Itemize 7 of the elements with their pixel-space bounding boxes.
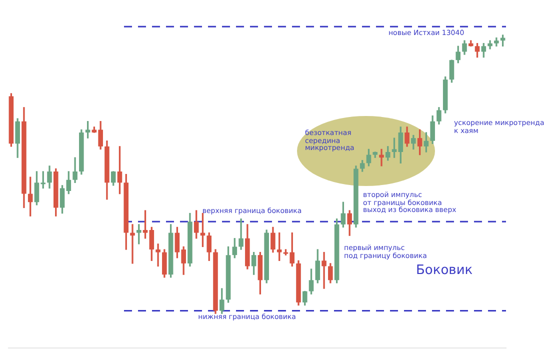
- candlestick: [156, 244, 160, 267]
- candlestick: [130, 224, 135, 264]
- candlestick: [322, 252, 326, 289]
- candlestick: [379, 148, 384, 166]
- annotation: Боковик: [416, 263, 473, 278]
- candlestick: [488, 40, 492, 50]
- candlestick: [238, 218, 244, 250]
